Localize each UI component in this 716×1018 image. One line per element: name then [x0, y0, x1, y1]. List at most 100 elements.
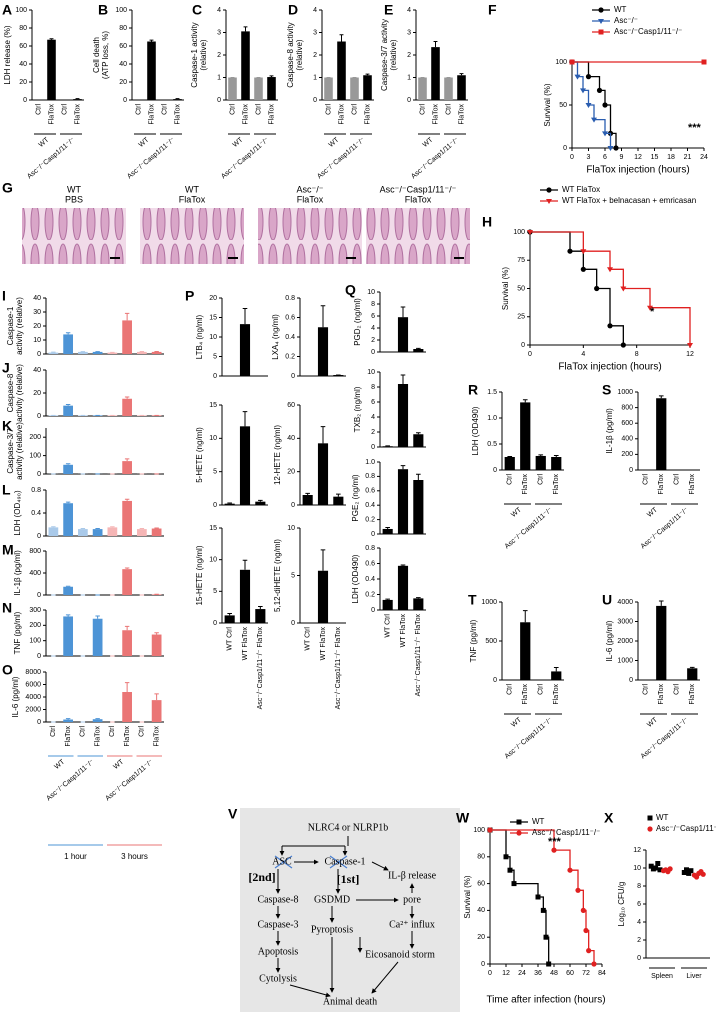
- y-tick-label: 40: [19, 61, 27, 68]
- y-axis-label: PGD₂ (ng/ml): [353, 298, 362, 346]
- y-axis-label: IL-6 (pg/ml): [605, 620, 614, 661]
- panel-letter: E: [384, 1, 393, 17]
- bar: [122, 461, 132, 474]
- bar: [382, 528, 393, 534]
- bar: [254, 77, 263, 100]
- point: [620, 342, 626, 348]
- x-tick-label: 9: [620, 154, 624, 161]
- error-bar: [538, 454, 544, 456]
- y-tick-label: 40: [287, 435, 295, 442]
- category-label: FlaTox: [364, 104, 371, 125]
- y-tick-label: 20: [33, 323, 41, 330]
- x-tick-label: 12: [686, 351, 694, 358]
- panel-letter: K: [2, 417, 12, 433]
- y-tick-label: 4: [371, 325, 375, 332]
- x-tick-label: 72: [582, 970, 590, 977]
- x-tick-label: 3: [587, 154, 591, 161]
- error-bar: [522, 399, 528, 403]
- category-label: FlaTox: [522, 684, 529, 705]
- y-tick-label: 0: [407, 97, 411, 104]
- y-tick-label: 0: [371, 444, 375, 451]
- y-tick-label: 0.2: [365, 591, 375, 598]
- diagram-arrows: [274, 836, 415, 998]
- panel-letter: J: [2, 359, 10, 375]
- group-label: WT: [138, 136, 151, 149]
- y-axis-label: IL-1β (pg/ml): [605, 408, 614, 454]
- histology-image: [22, 208, 126, 264]
- point: [607, 323, 613, 329]
- y-tick-label: 15: [209, 314, 217, 321]
- y-tick-label: 4: [313, 7, 317, 14]
- bar: [63, 586, 73, 595]
- panel-letter: G: [2, 179, 13, 195]
- y-tick-label: 200: [621, 451, 633, 458]
- y-tick-label: 100: [29, 452, 41, 459]
- group-label: WT: [38, 136, 51, 149]
- point: [516, 819, 522, 825]
- diagram-node: Eicosanoid storm: [365, 949, 435, 960]
- y-axis-label: LDH (OD490): [351, 554, 360, 603]
- error-bar: [95, 528, 100, 530]
- error-bar: [124, 312, 130, 321]
- y-tick-label: 4000: [617, 599, 633, 606]
- category-label: FlaTox: [268, 104, 275, 125]
- bar: [418, 77, 427, 100]
- y-tick-label: 0.6: [285, 314, 295, 321]
- group-label: Asc⁻/⁻Casp1/11⁻/⁻: [410, 136, 461, 180]
- subgroup-label: 3 hours: [121, 852, 148, 861]
- y-axis-label: (relative): [295, 39, 304, 70]
- panel-letter: H: [482, 213, 492, 229]
- point: [657, 867, 663, 873]
- point: [527, 230, 533, 235]
- category-label: FlaTox: [124, 726, 131, 747]
- category-label: FlaTox: [94, 726, 101, 747]
- bar: [444, 77, 453, 100]
- subgroup-label: 1 hour: [64, 852, 87, 861]
- point: [567, 248, 573, 254]
- y-tick-label: 20: [33, 390, 41, 397]
- y-tick-label: 10: [367, 369, 375, 376]
- bar: [255, 609, 266, 623]
- panel-letter: R: [468, 381, 478, 397]
- category-label: FlaTox: [689, 684, 696, 705]
- error-bar: [139, 528, 145, 530]
- annotation: *: [650, 306, 655, 318]
- category-label: Ctrl: [229, 104, 236, 115]
- y-tick-label: 100: [15, 7, 27, 14]
- y-tick-label: 200: [29, 434, 41, 441]
- diagram-node: ASC: [272, 856, 292, 867]
- y-tick-label: 50: [559, 102, 567, 109]
- legend-label: Asc⁻/⁻Casp1/11⁻/⁻: [614, 27, 682, 36]
- x-tick-label: 60: [566, 970, 574, 977]
- y-axis-label: IL-6 (pg/ml): [11, 676, 20, 717]
- y-tick-label: 40: [119, 61, 127, 68]
- category-label: FlaTox: [458, 104, 465, 125]
- point: [580, 249, 587, 255]
- y-tick-label: 0.4: [365, 576, 375, 583]
- y-axis-label: Cell death: [92, 37, 101, 73]
- y-axis-label: (relative): [199, 39, 208, 70]
- bar: [520, 402, 531, 470]
- y-tick-label: 2000: [617, 638, 633, 645]
- error-bar: [433, 41, 438, 48]
- point: [594, 285, 600, 292]
- point: [585, 74, 592, 80]
- y-axis-label: Caspase-3/7 activity: [380, 19, 389, 91]
- y-tick-label: 10: [287, 525, 295, 532]
- y-tick-label: 0: [371, 349, 375, 356]
- category-label: WT Ctrl: [305, 627, 312, 651]
- category-label: FlaTox: [553, 474, 560, 495]
- panel-letter: B: [98, 1, 108, 17]
- survival-line: [530, 231, 691, 345]
- y-axis-label: activity (relative): [15, 364, 24, 422]
- error-bar: [242, 308, 248, 325]
- bar: [137, 529, 147, 536]
- point: [647, 305, 653, 311]
- y-axis-label: Survival (%): [501, 267, 510, 310]
- point: [580, 266, 586, 272]
- error-bar: [80, 528, 86, 530]
- y-tick-label: 800: [621, 404, 633, 411]
- y-tick-label: 6: [637, 901, 641, 908]
- bar: [413, 598, 424, 610]
- category-label: Ctrl: [135, 104, 142, 115]
